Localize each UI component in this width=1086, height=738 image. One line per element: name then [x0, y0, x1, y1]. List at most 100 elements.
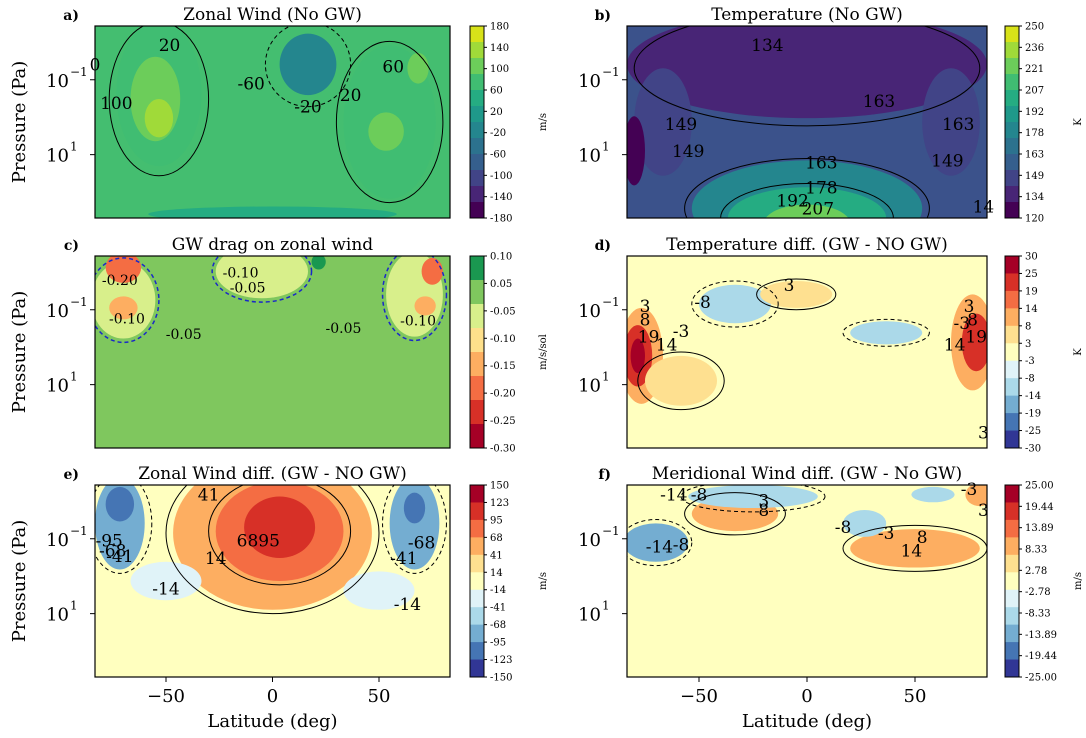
contour-label: 41 [198, 486, 220, 506]
panel-letter: d) [595, 238, 611, 254]
contour-label: 3 [640, 297, 651, 317]
y-tick-label: 10 [578, 376, 601, 397]
contour-label: 20 [159, 36, 181, 56]
y-tick-label: 10 [578, 146, 601, 167]
y-tick-label: 10 [578, 301, 601, 322]
colorbar-unit: K [1073, 348, 1084, 356]
y-tick-exponent: 1 [602, 599, 610, 613]
contour-label: -0.05 [166, 327, 202, 343]
plot-frame [94, 25, 451, 219]
contour-label: 149 [931, 151, 963, 171]
colorbar-tick-label: -13.89 [1025, 630, 1057, 641]
colorbar: 0.10 0.05 -0.05 -0.10 -0.15 -0.20 -0.25 -0.30 m/… [469, 252, 549, 455]
colorbar-segment [1005, 273, 1019, 292]
y-tick-label: 10 [46, 376, 69, 397]
contour-label: -0.10 [400, 313, 436, 329]
y-tick-exponent: −1 [602, 295, 620, 309]
colorbar-tick-label: 3 [1025, 339, 1031, 350]
field-region-5 [965, 485, 987, 507]
colorbar-tick-label: 134 [1025, 192, 1044, 203]
colorbar-tick-label: 25.00 [1025, 481, 1054, 492]
colorbar-tick-label: 0.05 [490, 279, 512, 290]
colorbar-tick-label: -19 [1025, 409, 1041, 420]
field-region-8 [130, 561, 202, 601]
field-region-2 [144, 98, 174, 138]
contour-label: -8 [694, 293, 711, 313]
contour-line-3 [680, 485, 826, 513]
colorbar-tick-label: 95 [490, 515, 503, 526]
colorbar-tick-label: 8 [1025, 321, 1031, 332]
plot-frame [626, 25, 988, 219]
contour-label: 14 [656, 335, 678, 355]
colorbar-frame [1004, 25, 1020, 219]
colorbar-segment [470, 186, 484, 203]
colorbar-tick-label: 20 [490, 107, 503, 118]
colorbar-segment [1005, 138, 1019, 155]
colorbar-segment [1005, 343, 1019, 362]
colorbar-tick-label: -25.00 [1025, 673, 1057, 684]
field-fill [95, 485, 447, 615]
field-region-1 [850, 529, 980, 568]
contour-label: 149 [672, 142, 704, 162]
colorbar-unit: m/s/sol [538, 334, 549, 370]
colorbar-tick-label: 221 [1025, 64, 1044, 75]
colorbar-segment [470, 485, 484, 503]
y-tick-label: 10 [46, 146, 69, 167]
colorbar-segment [470, 352, 484, 377]
colorbar-tick-label: 150 [490, 481, 509, 492]
colorbar-tick-label: 13.89 [1025, 523, 1054, 534]
contour-label: 19 [638, 328, 660, 348]
colorbar-tick-label: -100 [490, 171, 512, 182]
panel-title: Zonal Wind diff. (GW - NO GW) [138, 464, 407, 484]
field-region-1 [634, 68, 692, 176]
field-region-6 [403, 492, 426, 524]
contour-line-0 [633, 26, 981, 127]
colorbar-tick-label: -95 [490, 638, 506, 649]
contour-label: -0.10 [109, 311, 145, 327]
contour-line-1 [381, 256, 448, 342]
y-tick-label: 10 [46, 301, 69, 322]
contour-label: 3 [758, 491, 769, 511]
colorbar-segment [1005, 572, 1019, 591]
field-region-6 [850, 321, 923, 345]
colorbar-segment [1005, 624, 1019, 643]
colorbar-tick-label: 0.10 [490, 252, 512, 263]
y-tick-exponent: 1 [602, 370, 610, 384]
colorbar-segment [1005, 607, 1019, 626]
contour-label: 3 [978, 501, 989, 521]
y-tick-exponent: −1 [70, 295, 88, 309]
colorbar-unit: m/s [538, 572, 549, 590]
field-background [627, 485, 987, 677]
y-tick-exponent: −1 [602, 65, 620, 79]
colorbar-segment [1005, 202, 1019, 219]
colorbar-segment [1005, 106, 1019, 123]
colorbar-segment [470, 122, 484, 139]
colorbar: 25.00 19.44 13.89 8.33 2.78 -2.78 -8.33 -13.89 -… [1004, 481, 1084, 684]
x-axis-label: Latitude (deg) [742, 711, 872, 732]
colorbar-tick-label: 163 [1025, 150, 1044, 161]
colorbar-frame [469, 484, 485, 678]
field-region-5 [699, 284, 771, 324]
contour-line-0 [165, 485, 380, 615]
contour-label: 20 [340, 86, 362, 106]
field-region-2 [215, 256, 308, 299]
colorbar-tick-label: -150 [490, 673, 512, 684]
colorbar-segment [470, 502, 484, 521]
field-region-6 [627, 116, 645, 186]
colorbar-tick-label: -41 [490, 603, 506, 614]
y-tick-exponent: −1 [70, 524, 88, 538]
contour-line-0 [684, 492, 786, 536]
field-region-4 [727, 187, 887, 218]
x-tick-label: 50 [368, 686, 391, 707]
colorbar-segment [1005, 537, 1019, 556]
colorbar-tick-label: 19 [1025, 286, 1038, 297]
contour-label: 8 [640, 310, 651, 330]
colorbar-segment [470, 58, 484, 75]
contour-label: -68 [99, 541, 126, 561]
field-region-0 [627, 26, 987, 119]
colorbar-tick-label: -25 [1025, 426, 1041, 437]
colorbar-tick-label: 68 [490, 533, 503, 544]
contour-line-1 [684, 157, 930, 218]
contour-label: 149 [665, 115, 697, 135]
